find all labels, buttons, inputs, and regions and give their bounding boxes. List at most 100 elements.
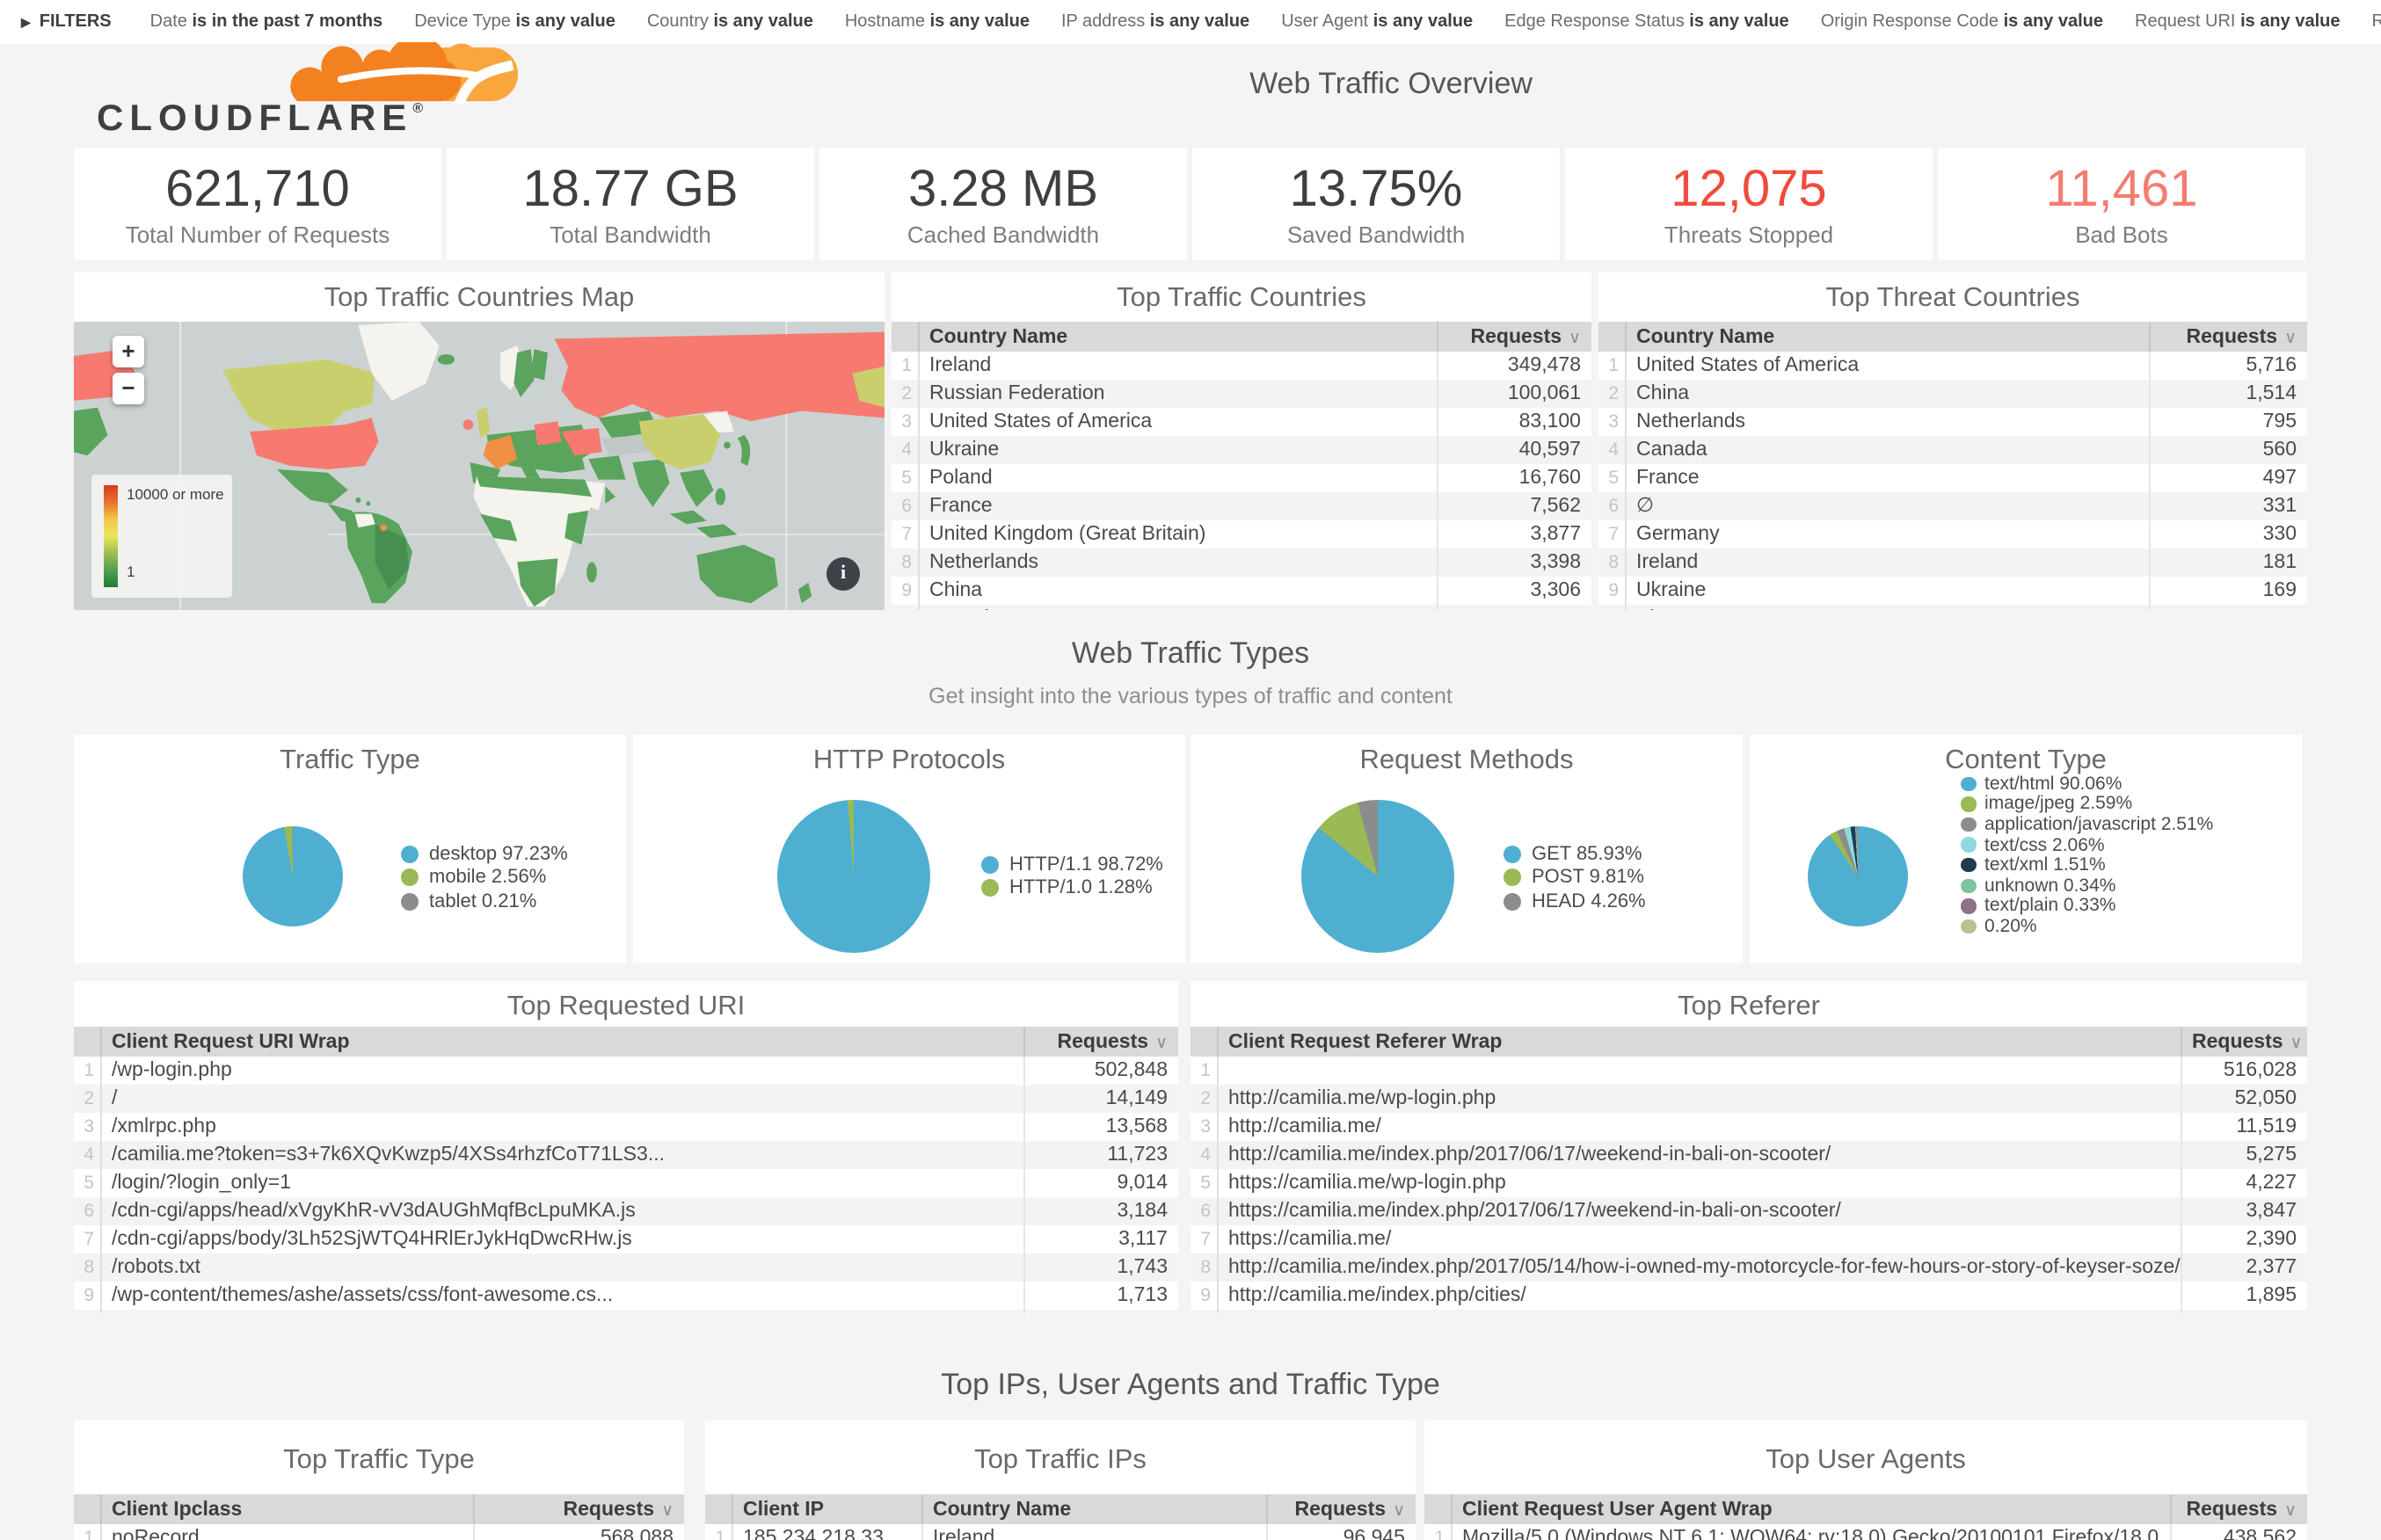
rank-column-header (1424, 1494, 1452, 1524)
row-rank: 6 (892, 492, 919, 520)
row-value: 3,877 (1436, 520, 1591, 548)
legend-label: text/css 2.06% (1984, 834, 2105, 856)
sort-caret-icon: ∨ (661, 1500, 674, 1520)
column-header[interactable]: Client Request URI Wrap (100, 1027, 1023, 1057)
row-rank: 8 (1598, 548, 1626, 577)
filter-item[interactable]: IP address is any value (1060, 12, 1250, 32)
column-header[interactable]: Requests ∨ (1436, 322, 1591, 352)
table-title: Top User Agents (1766, 1445, 1966, 1475)
row-rank: 9 (1190, 1282, 1218, 1310)
legend-item: desktop 97.23% (401, 842, 568, 866)
filter-item[interactable]: Date is in the past 7 months (149, 12, 383, 32)
table-row: 1 Mozilla/5.0 (Windows NT 6.1; WOW64; rv:… (1424, 1524, 2307, 1540)
traffic-countries-card: Top Traffic Countries Country Name Reques… (892, 272, 1591, 610)
row-cell: http://camilia.me/wp-login.php (1217, 1085, 2181, 1113)
column-header[interactable]: Client Request User Agent Wrap (1451, 1494, 2170, 1524)
row-value: 11,723 (1023, 1141, 1178, 1169)
kpi-value: 11,461 (2045, 162, 2198, 218)
column-header[interactable]: Requests ∨ (2180, 1027, 2307, 1057)
legend-dot-icon (1961, 837, 1976, 853)
column-header[interactable]: Requests ∨ (1265, 1494, 1416, 1524)
filter-item[interactable]: RayID is any value (2371, 12, 2381, 32)
table-row: 6 https://camilia.me/index.php/2017/06/17… (1190, 1197, 2307, 1225)
column-header[interactable]: Country Name (918, 322, 1437, 352)
http-protocols-pie-chart[interactable] (777, 800, 930, 953)
table-title: Top Referer (1678, 992, 1820, 1021)
row-value: 13,568 (1023, 1113, 1178, 1141)
filter-item[interactable]: Edge Response Status is any value (1504, 12, 1789, 32)
legend-item: text/html 90.06% (1961, 773, 2213, 795)
filter-item[interactable]: Country is any value (646, 12, 813, 32)
legend-item: unknown 0.34% (1961, 875, 2213, 897)
legend-dot-icon (1961, 776, 1976, 792)
content-type-legend: text/html 90.06% image/jpeg 2.59% applicat… (1961, 774, 2213, 937)
row-cell: United Kingdom (Great Britain) (929, 524, 1206, 545)
row-rank: 4 (1598, 436, 1626, 464)
legend-item: mobile 2.56% (401, 866, 568, 890)
row-rank: 8 (1190, 1253, 1218, 1282)
content-type-pie-chart[interactable] (1808, 826, 1908, 926)
row-cell: Canada (918, 605, 1437, 610)
map-zoom-in-button[interactable]: + (113, 336, 144, 367)
traffic-type-chart-card: Traffic Type desktop 97.23% mobile 2.56% t… (74, 735, 626, 963)
map-zoom-out-button[interactable]: − (113, 373, 144, 404)
traffic-type-pie-chart[interactable] (243, 826, 343, 926)
legend-label: text/html 90.06% (1984, 773, 2123, 795)
chart-title: Request Methods (1359, 745, 1574, 775)
legend-item: application/javascript 2.51% (1961, 814, 2213, 835)
row-cell: Ireland (929, 355, 992, 376)
kpi-label: Saved Bandwidth (1286, 222, 1466, 248)
kpi-label: Cached Bandwidth (907, 222, 1100, 248)
legend-item: tablet 0.21% (401, 890, 568, 913)
column-header[interactable]: Country Name (1625, 322, 2149, 352)
filter-item[interactable]: Request URI is any value (2135, 12, 2341, 32)
legend-dot-icon (401, 868, 419, 887)
kpi-total-requests: 621,710 Total Number of Requests (74, 148, 441, 260)
table-row: 7 https://camilia.me/2,390 (1190, 1225, 2307, 1253)
column-header[interactable]: Requests ∨ (472, 1494, 684, 1524)
kpi-total-bandwidth: 18.77 GB Total Bandwidth (447, 148, 814, 260)
table-row: 2 China 1,514 (1598, 380, 2307, 408)
legend-item: HTTP/1.0 1.28% (981, 876, 1163, 900)
filter-item[interactable]: User Agent is any value (1281, 12, 1474, 32)
row-value: 2,315 (1436, 605, 1591, 610)
row-rank: 4 (1190, 1141, 1218, 1169)
filter-item[interactable]: Device Type is any value (414, 12, 615, 32)
rank-column-header (705, 1494, 732, 1524)
filters-toggle[interactable]: ▶ FILTERS (21, 12, 112, 32)
row-cell: http://camilia.me/index.php/cities/ (1228, 1285, 1526, 1306)
rank-column-header (892, 322, 919, 352)
column-header[interactable]: Requests ∨ (1023, 1027, 1178, 1057)
legend-label: text/xml 1.51% (1984, 854, 2106, 876)
filter-item[interactable]: Hostname is any value (844, 12, 1030, 32)
row-cell: Singapore (1625, 605, 2149, 610)
row-value: 1,713 (1023, 1282, 1178, 1310)
table-row: 10/wp-content/themes/ashe/...1,672 (74, 1310, 1178, 1313)
table-row: 1 185.234.218.33 Ireland 96,945 (705, 1524, 1416, 1540)
row-value: 158 (2148, 605, 2307, 610)
table-row: 4 http://camilia.me/index.php/2017/06/17/… (1190, 1141, 2307, 1169)
table-row: 1/wp-login.php 502,848 (74, 1057, 1178, 1085)
filter-item[interactable]: Origin Response Code is any value (1820, 12, 2103, 32)
legend-item: 0.20% (1961, 916, 2213, 937)
row-rank: 6 (74, 1197, 101, 1225)
table-row: 8 Netherlands 3,398 (892, 548, 1591, 577)
column-header[interactable]: Client Request Referer Wrap (1217, 1027, 2181, 1057)
filter-bar: ▶ FILTERS Date is in the past 7 months De… (0, 0, 2381, 44)
column-header[interactable]: Requests ∨ (2169, 1494, 2307, 1524)
map-info-button[interactable]: i (826, 557, 860, 591)
column-header[interactable]: Requests ∨ (2148, 322, 2307, 352)
column-header[interactable]: Client Ipclass (100, 1494, 473, 1524)
column-header[interactable]: Client IP (732, 1494, 921, 1524)
row-cell: Mozilla/5.0 (Windows NT 6.1; WOW64; rv:1… (1462, 1528, 2159, 1540)
row-cell: http://camilia.me/index.php/2017/06/17/w… (1217, 1141, 2181, 1169)
row-rank: 9 (892, 577, 919, 605)
row-rank: 8 (74, 1253, 101, 1282)
row-rank: 7 (74, 1225, 101, 1253)
row-cell: Canada (1625, 436, 2149, 464)
column-header[interactable]: Country Name (921, 1494, 1266, 1524)
row-cell: / (100, 1085, 1023, 1113)
row-value: 16,760 (1436, 464, 1591, 492)
sort-caret-icon: ∨ (1569, 328, 1581, 347)
request-methods-pie-chart[interactable] (1301, 800, 1454, 953)
